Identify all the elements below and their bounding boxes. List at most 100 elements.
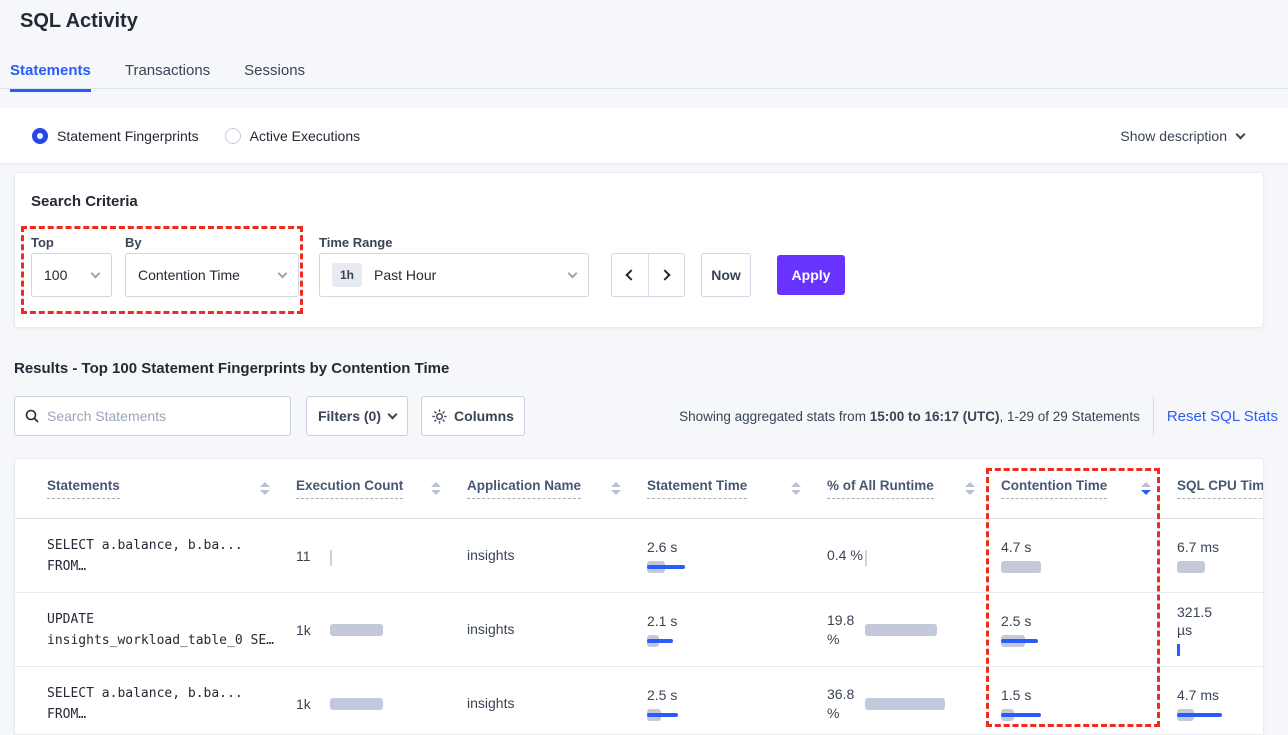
value-bar [647,635,827,647]
sql-cpu-time-cell: 6.7 ms [1177,538,1263,573]
tab-divider [0,88,1288,89]
application-name-value: insights [467,694,515,711]
caret-up-icon [965,482,975,487]
table-body: SELECT a.balance, b.ba... FROM… 11 insights… [15,519,1263,734]
statement-fingerprint[interactable]: UPDATE insights_workload_table_0 SE… [47,609,296,651]
bar-blue-segment [1001,639,1038,643]
runtime-percent-value: 0.4 % [827,547,863,563]
column-header-label: Application Name [467,478,582,499]
chevron-down-icon [1235,129,1246,139]
caret-up-icon [260,482,270,487]
bar-tick [330,549,332,566]
time-range-value: Past Hour [374,267,437,283]
sort-icon[interactable] [791,482,801,495]
top-select[interactable]: 100 [31,253,112,297]
now-button[interactable]: Now [701,253,751,297]
execution-count-cell: 1k [296,622,467,638]
filters-button[interactable]: Filters (0) [306,396,408,436]
caret-up-icon [611,482,621,487]
column-header-contention-time[interactable]: Contention Time [1001,478,1177,499]
sql-cpu-time-cell-value: 321.5 µs [1177,604,1213,638]
bar-blue-segment [647,713,678,717]
statement-time-cell: 2.1 s [647,612,827,647]
reset-sql-stats-link[interactable]: Reset SQL Stats [1166,407,1278,425]
caret-down-icon [1141,490,1151,495]
search-criteria-panel: Search Criteria Top 100 By Contention Ti… [14,172,1264,328]
sort-icon[interactable] [431,482,441,495]
bar-blue-segment [1001,713,1041,717]
tab-sessions[interactable]: Sessions [244,62,306,79]
results-toolbar: Filters (0) Columns Showing aggregated s… [14,396,1278,436]
value-bar [330,623,383,636]
radio-option-statement-fingerprints[interactable]: Statement Fingerprints [32,127,199,144]
application-name-value: insights [467,546,515,563]
runtime-percent-value: 36.8 % [827,685,855,721]
statement-line: FROM… [47,706,87,722]
caret-down-icon [611,490,621,495]
contention-time-cell-value: 1.5 s [1001,687,1032,703]
time-range-badge: 1h [332,263,363,287]
caret-up-icon [431,482,441,487]
caret-up-icon [1141,482,1151,487]
search-criteria-heading: Search Criteria [31,193,138,210]
columns-button-label: Columns [454,408,514,424]
table-row: UPDATE insights_workload_table_0 SE… 1k ins… [15,593,1263,667]
contention-time-cell-value: 2.5 s [1001,613,1032,629]
caret-down-icon [260,490,270,495]
contention-time-cell-value: 4.7 s [1001,539,1032,555]
show-description-toggle[interactable]: Show description [1120,128,1246,144]
table-row: SELECT a.balance, b.ba... FROM… 11 insights… [15,519,1263,593]
page-title: SQL Activity [20,10,138,32]
runtime-percent-cell: 0.4 % [827,546,1001,566]
execution-count-value: 11 [296,547,311,564]
sort-icon[interactable] [260,482,270,495]
column-header-label: Statements [47,478,120,499]
top-select-value: 100 [44,267,68,283]
sort-icon[interactable] [1141,482,1151,495]
column-header--of-all-runtime[interactable]: % of All Runtime [827,478,1001,499]
column-header-sql-cpu-time[interactable]: SQL CPU Time [1177,478,1263,499]
value-bar [1177,709,1263,721]
column-header-label: Statement Time [647,478,748,499]
statement-fingerprint[interactable]: SELECT a.balance, b.ba... FROM… [47,535,296,577]
columns-button[interactable]: Columns [421,396,525,436]
chevron-right-icon [659,269,671,281]
application-name-cell: insights [467,547,647,565]
column-header-statements[interactable]: Statements [47,478,296,499]
radio-option-active-executions[interactable]: Active Executions [224,127,361,144]
sort-icon[interactable] [611,482,621,495]
view-toggle-band: Statement Fingerprints Active Executions … [0,108,1288,163]
search-statements-input[interactable] [47,408,280,424]
apply-button[interactable]: Apply [777,255,845,295]
column-header-label: % of All Runtime [827,478,934,499]
application-name-value: insights [467,620,515,637]
application-name-cell: insights [467,695,647,713]
sql-cpu-time-cell: 321.5 µs [1177,603,1263,656]
search-icon [25,409,39,423]
bar-blue-segment [1177,713,1222,717]
next-time-button[interactable] [647,254,685,296]
caret-up-icon [791,482,801,487]
column-header-application-name[interactable]: Application Name [467,478,647,499]
contention-time-cell: 2.5 s [1001,612,1177,647]
previous-time-button[interactable] [612,254,648,296]
tab-transactions[interactable]: Transactions [124,62,211,79]
by-select[interactable]: Contention Time [125,253,299,297]
search-statements-box [14,396,291,436]
radio-label: Active Executions [249,127,361,144]
time-range-select[interactable]: 1h Past Hour [319,253,589,297]
by-select-value: Contention Time [138,267,240,283]
sort-icon[interactable] [965,482,975,495]
column-header-statement-time[interactable]: Statement Time [647,478,827,499]
tab-statements[interactable]: Statements [10,58,91,92]
chevron-down-icon [567,268,578,278]
gear-icon [432,408,447,424]
value-bar [1177,644,1263,656]
execution-count-cell: 1k [296,696,467,712]
chevron-left-icon [625,269,637,281]
statement-fingerprint[interactable]: SELECT a.balance, b.ba... FROM… [47,683,296,725]
value-bar [865,697,945,710]
chevron-down-icon [277,268,288,278]
column-header-execution-count[interactable]: Execution Count [296,478,467,499]
statements-table: Statements Execution Count Application Nam… [14,458,1264,735]
